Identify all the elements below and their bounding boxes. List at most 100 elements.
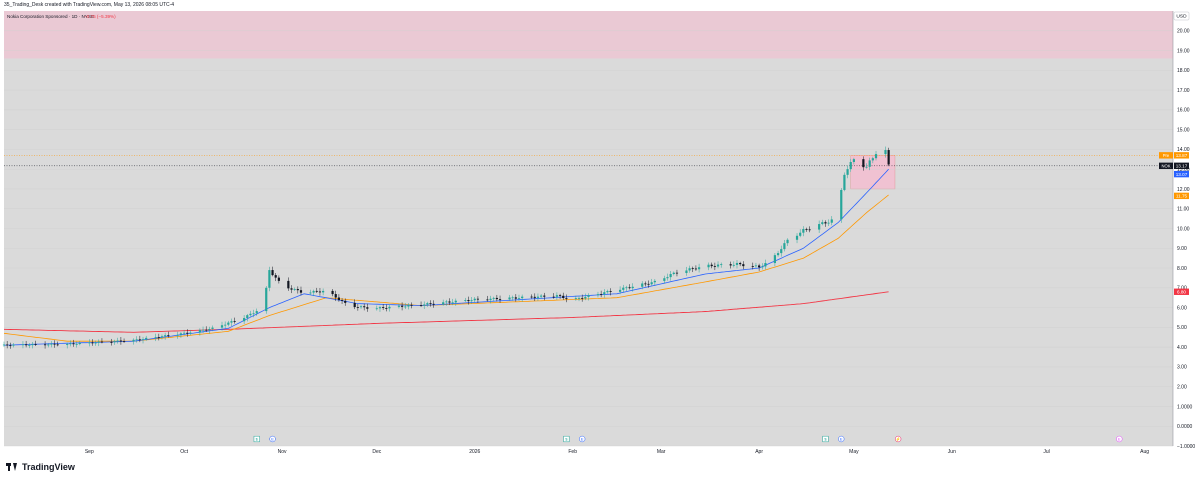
candle (423, 301, 426, 310)
candle-body (783, 243, 786, 250)
candle (776, 250, 780, 257)
candle-body (331, 290, 334, 295)
candle (830, 216, 833, 226)
price-label-value: 13.07 (1176, 172, 1188, 177)
candle-body (442, 302, 445, 305)
candle-body (12, 344, 15, 346)
candle-body (176, 334, 179, 336)
candle (644, 281, 647, 287)
candle (353, 299, 356, 310)
candle (100, 338, 104, 344)
candle (97, 339, 100, 347)
event-marker-glyph: ⚡ (896, 437, 901, 442)
candle (517, 294, 521, 301)
candle-body (388, 306, 391, 309)
candle-body (644, 283, 647, 285)
event-marker-glyph: $ (256, 437, 259, 442)
candle (596, 291, 600, 298)
candle (28, 343, 31, 349)
candle-body (603, 292, 606, 295)
y-tick-label: 11.00 (1177, 207, 1189, 213)
candle (874, 150, 878, 161)
candle (334, 290, 337, 302)
candle-body (742, 264, 745, 267)
candle (871, 156, 874, 164)
earnings-marker-icon (838, 435, 845, 443)
candle-body (653, 280, 656, 283)
candle (473, 297, 476, 303)
candle (404, 303, 407, 310)
candle (31, 341, 34, 349)
candle (650, 278, 653, 286)
candle-body (581, 297, 584, 299)
candle-body (795, 235, 799, 240)
candle-body (672, 272, 675, 275)
candle (628, 284, 631, 290)
candle-body (492, 297, 495, 299)
x-tick-label: May (849, 449, 859, 455)
candle (429, 300, 432, 307)
candle (536, 293, 540, 301)
candle-body (91, 342, 94, 344)
candle (707, 262, 710, 271)
candle-body (322, 290, 325, 293)
candle-body (824, 222, 827, 224)
candle (587, 293, 590, 301)
candle-body (852, 159, 855, 162)
candle-body (818, 224, 821, 230)
candle (710, 262, 713, 269)
candle-layer (2, 146, 890, 349)
candle-body (618, 289, 622, 292)
earnings-marker-icon (269, 435, 276, 443)
candle-body (628, 287, 631, 289)
candle (552, 293, 555, 299)
candle-body (268, 270, 271, 288)
candle (476, 296, 480, 303)
tradingview-logo[interactable]: TradingView (6, 461, 75, 473)
candle-body (116, 340, 119, 342)
candle (78, 341, 81, 346)
candle-body (277, 277, 280, 281)
y-tick-label: 20.00 (1177, 29, 1190, 35)
candle-body (565, 298, 568, 299)
currency-badge[interactable]: USD (1173, 11, 1190, 21)
candle (72, 339, 75, 347)
candle (691, 266, 694, 273)
candle (290, 285, 293, 294)
candle-body (375, 308, 378, 310)
candle-body (713, 266, 716, 267)
candle (577, 296, 581, 302)
x-tick-label: Mar (657, 449, 666, 455)
candle (363, 303, 366, 311)
dividend-marker-icon (253, 435, 260, 443)
candle (388, 304, 391, 312)
y-tick-label: 4.00 (1177, 345, 1187, 351)
candle-body (514, 297, 517, 299)
candle-body (34, 344, 37, 345)
candle (400, 302, 404, 311)
candle (315, 287, 318, 294)
event-marker-glyph: E (581, 437, 584, 442)
x-tick-label: Jul (1043, 449, 1049, 455)
candle (565, 294, 568, 303)
candle (761, 263, 764, 270)
ma-slow-line (3, 291, 889, 333)
candle (843, 172, 846, 192)
legend-change: −0.75 (−5.39%) (84, 14, 116, 19)
candle (141, 336, 145, 344)
candle (176, 331, 179, 339)
candle-body (31, 344, 34, 346)
candle-body (407, 304, 410, 307)
candle-body (359, 306, 363, 308)
candle-body (72, 343, 75, 345)
price-axis-label: 11.75 (1174, 192, 1189, 200)
candle-body (356, 307, 359, 308)
candle-body (2, 344, 6, 346)
candle-body (315, 290, 318, 292)
candle-body (849, 161, 852, 170)
candle-body (521, 296, 524, 299)
candle-body (122, 341, 126, 343)
candle (697, 263, 701, 273)
candle (432, 300, 435, 308)
